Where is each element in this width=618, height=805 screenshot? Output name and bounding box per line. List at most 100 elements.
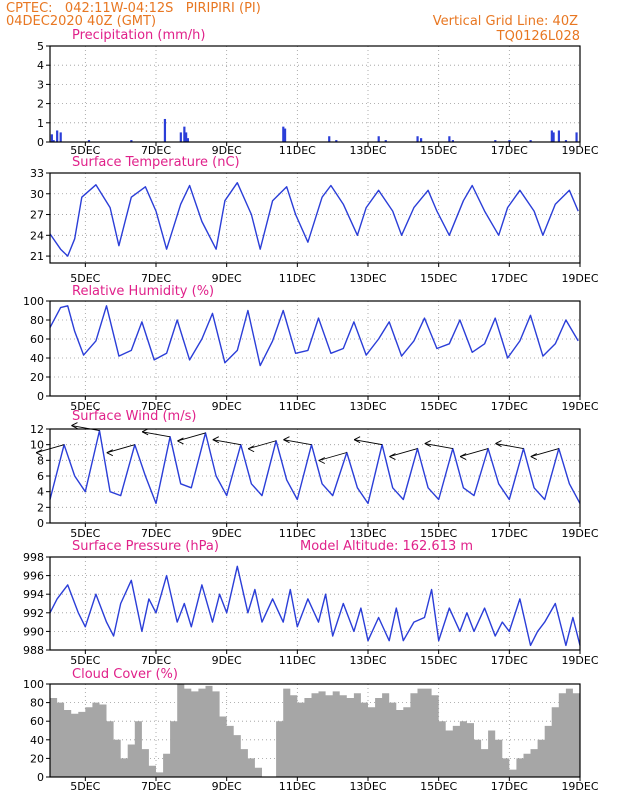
precip-bar bbox=[59, 132, 62, 142]
panel-title: Surface Wind (m/s) bbox=[72, 409, 196, 424]
wind-arrow-head bbox=[353, 436, 361, 444]
panel-3: 0 2 4 6 8 10 12 5DEC 7DEC 9DEC 11DEC 13DEC 15DEC 17DE… bbox=[30, 409, 599, 540]
precip-bar bbox=[183, 126, 186, 142]
x-tick-label: 7DEC bbox=[141, 272, 171, 285]
wind-arrow bbox=[142, 431, 171, 438]
y-tick-label: 30 bbox=[30, 188, 44, 201]
wind-arrow-head bbox=[35, 449, 43, 457]
precip-bar bbox=[328, 136, 331, 142]
x-tick-label: 9DEC bbox=[212, 400, 242, 413]
x-tick-label: 5DEC bbox=[70, 144, 100, 157]
precip-bar bbox=[508, 140, 511, 142]
panel-title: Surface Temperature (nC) bbox=[72, 155, 240, 170]
x-tick-label: 7DEC bbox=[141, 654, 171, 667]
y-tick-label: 0 bbox=[37, 390, 44, 403]
wind-arrow-head bbox=[212, 436, 220, 444]
precip-bar bbox=[283, 128, 287, 142]
y-tick-label: 4 bbox=[37, 59, 44, 72]
wind-arrow bbox=[283, 439, 312, 446]
y-tick-label: 3 bbox=[37, 78, 44, 91]
x-tick-label: 17DEC bbox=[491, 400, 528, 413]
series-line bbox=[49, 429, 581, 505]
precip-bar bbox=[552, 132, 555, 142]
x-tick-label: 19DEC bbox=[561, 780, 598, 793]
x-tick-label: 15DEC bbox=[420, 144, 457, 157]
x-tick-label: 9DEC bbox=[212, 780, 242, 793]
x-tick-label: 19DEC bbox=[561, 400, 598, 413]
x-tick-label: 13DEC bbox=[349, 654, 386, 667]
y-tick-label: 992 bbox=[23, 607, 44, 620]
y-tick-label: 80 bbox=[30, 697, 44, 710]
x-tick-label: 13DEC bbox=[349, 272, 386, 285]
wind-arrow-head bbox=[247, 445, 255, 453]
y-tick-label: 0 bbox=[37, 771, 44, 784]
precip-bar bbox=[186, 138, 189, 142]
x-tick-label: 11DEC bbox=[279, 144, 316, 157]
wind-arrow-head bbox=[495, 440, 502, 447]
y-tick-label: 996 bbox=[23, 570, 44, 583]
x-tick-label: 7DEC bbox=[141, 780, 171, 793]
y-tick-label: 20 bbox=[30, 371, 44, 384]
panel-title: Precipitation (mm/h) bbox=[72, 28, 205, 43]
panel-2: 0 20 40 60 80 100 5DEC 7DEC 9DEC 11DEC 13DEC 15DEC 1… bbox=[23, 284, 599, 413]
precip-bar bbox=[529, 140, 532, 142]
wind-arrow bbox=[106, 444, 135, 454]
precip-bar bbox=[163, 118, 167, 142]
y-tick-label: 100 bbox=[23, 678, 44, 691]
y-tick-label: 988 bbox=[23, 644, 44, 657]
x-tick-label: 11DEC bbox=[279, 654, 316, 667]
x-tick-label: 9DEC bbox=[212, 654, 242, 667]
precip-bar bbox=[451, 140, 454, 142]
wind-arrow bbox=[460, 448, 489, 458]
x-tick-label: 13DEC bbox=[349, 527, 386, 540]
header-model-id: TQ0126L028 bbox=[496, 29, 580, 44]
panel-frame bbox=[49, 428, 581, 524]
precip-bar bbox=[282, 126, 285, 142]
precip-bar bbox=[335, 140, 338, 142]
y-tick-label: 100 bbox=[23, 295, 44, 308]
precip-bar bbox=[564, 140, 568, 142]
precip-bar bbox=[56, 130, 59, 142]
y-tick-label: 60 bbox=[30, 333, 44, 346]
y-tick-label: 998 bbox=[23, 551, 44, 564]
wind-arrow bbox=[248, 440, 277, 450]
header-vertical-grid: Vertical Grid Line: 40Z bbox=[433, 14, 578, 29]
wind-arrow-head bbox=[424, 440, 432, 447]
wind-arrow-head bbox=[389, 453, 396, 460]
y-tick-label: 2 bbox=[37, 501, 44, 514]
x-tick-label: 5DEC bbox=[70, 780, 100, 793]
precip-bar bbox=[416, 136, 419, 142]
panel-1: 21 24 27 30 33 5DEC 7DEC 9DEC 11DEC 13DEC 15DEC 17D… bbox=[30, 155, 599, 285]
precip-bar bbox=[384, 140, 387, 142]
y-tick-label: 40 bbox=[30, 352, 44, 365]
x-tick-label: 9DEC bbox=[212, 527, 242, 540]
y-tick-label: 2 bbox=[37, 98, 44, 111]
wind-arrow bbox=[71, 425, 100, 432]
x-tick-label: 19DEC bbox=[561, 527, 598, 540]
header-datetime: 04DEC2020 40Z (GMT) bbox=[6, 14, 156, 29]
wind-arrow-head bbox=[71, 422, 78, 429]
y-tick-label: 0 bbox=[37, 136, 44, 149]
x-tick-label: 15DEC bbox=[420, 400, 457, 413]
wind-arrow bbox=[389, 448, 418, 458]
x-tick-label: 9DEC bbox=[212, 272, 242, 285]
x-tick-label: 5DEC bbox=[70, 400, 100, 413]
y-tick-label: 80 bbox=[30, 314, 44, 327]
wind-arrow-head bbox=[459, 453, 467, 460]
wind-arrow-head bbox=[177, 437, 184, 445]
precip-bar bbox=[87, 140, 91, 142]
x-tick-label: 17DEC bbox=[491, 272, 528, 285]
precip-bar bbox=[550, 130, 553, 142]
precip-bar bbox=[179, 132, 182, 142]
panel-title: Relative Humidity (%) bbox=[72, 284, 214, 299]
y-tick-label: 0 bbox=[37, 517, 44, 530]
x-tick-label: 13DEC bbox=[349, 400, 386, 413]
x-tick-label: 11DEC bbox=[279, 780, 316, 793]
y-tick-label: 24 bbox=[30, 229, 44, 242]
x-tick-label: 17DEC bbox=[491, 144, 528, 157]
y-tick-label: 20 bbox=[30, 752, 44, 765]
wind-arrow bbox=[318, 452, 347, 461]
precip-bar bbox=[448, 136, 451, 142]
x-tick-label: 19DEC bbox=[561, 144, 598, 157]
panel-title: Surface Pressure (hPa) bbox=[72, 539, 219, 554]
